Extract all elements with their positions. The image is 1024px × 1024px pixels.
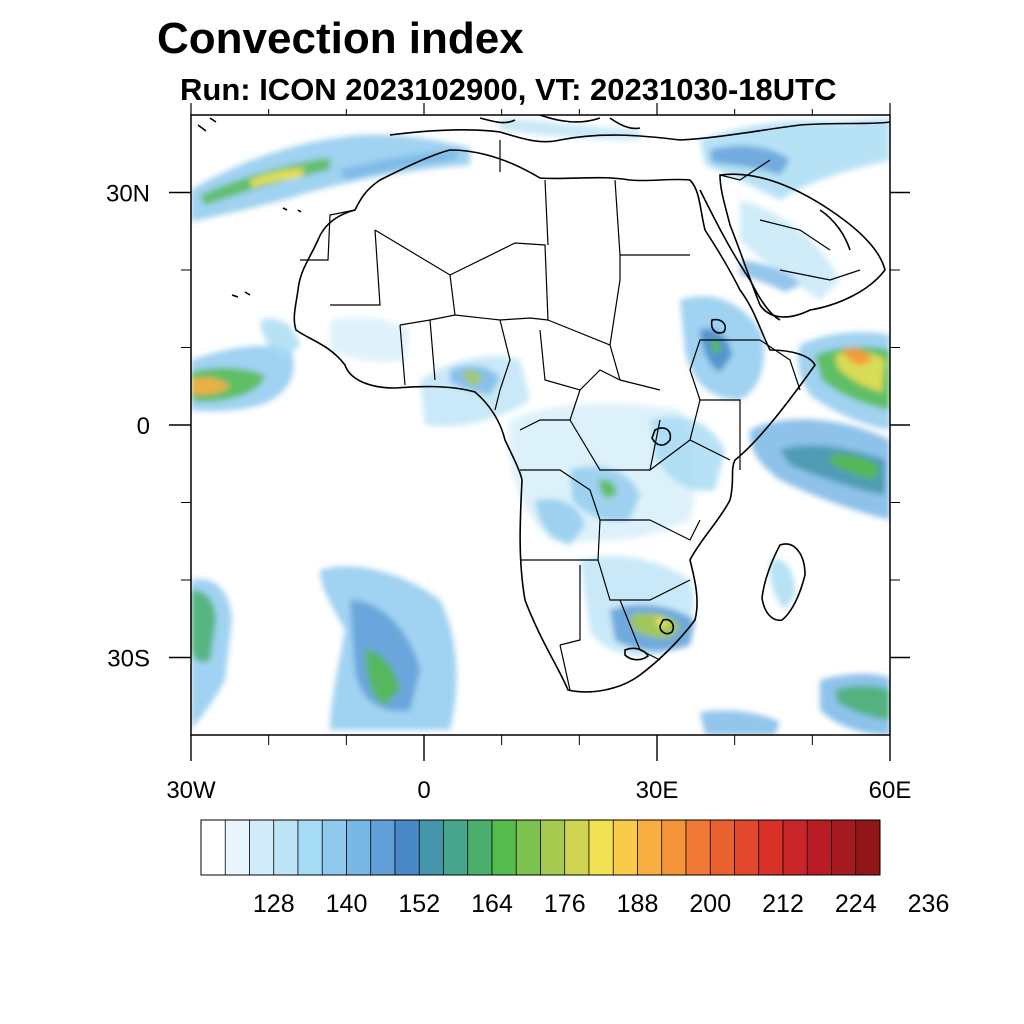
colorbar-label: 152 [398,890,440,918]
colorbar-swatch [443,819,469,876]
chart-title: Convection index [157,14,524,63]
colorbar-swatch [588,819,614,876]
colorbar-swatch [297,819,323,876]
convection-field [191,118,890,735]
colorbar-swatch [394,819,420,876]
colorbar-swatch [734,819,760,876]
colorbar-swatch [831,819,857,876]
colorbar-swatch [467,819,493,876]
colorbar-swatch [661,819,687,876]
x-tick-label: 60E [869,777,912,804]
y-tick-label: 0 [137,413,150,440]
colorbar-swatch [200,819,226,876]
colorbar-label: 164 [471,890,513,918]
x-tick-label: 0 [417,777,430,804]
colorbar-swatch [491,819,517,876]
x-axis: 30W 0 30E 60E [166,103,911,804]
colorbar-swatch [685,819,711,876]
colorbar-frame [200,819,881,876]
colorbar-swatch [346,819,372,876]
y-tick-label: 30S [107,646,150,673]
x-tick-label: 30E [636,777,679,804]
colorbar-swatch [224,819,250,876]
minor-ticks [181,109,900,745]
colorbar-swatch [540,819,566,876]
colorbar-label: 200 [689,890,731,918]
colorbar-label: 176 [544,890,586,918]
colorbar-swatch [806,819,832,876]
colorbar: 128 140 152 164 176 188 200 212 224 236 [200,819,950,918]
x-tick-label: 30W [166,777,216,804]
colorbar-label: 224 [835,890,877,918]
colorbar-swatch [273,819,299,876]
y-axis: 30N 0 30S [106,181,910,673]
country-borders [300,140,861,691]
colorbar-label: 140 [326,890,368,918]
colorbar-swatch [637,819,663,876]
colorbar-swatch [249,819,275,876]
colorbar-swatch [370,819,396,876]
colorbar-swatch [515,819,541,876]
colorbar-swatch [564,819,590,876]
colorbar-swatch [709,819,735,876]
colorbar-label: 236 [908,890,950,918]
colorbar-swatch [855,819,881,876]
colorbar-label: 188 [617,890,659,918]
colorbar-swatch [782,819,808,876]
colorbar-swatch [321,819,347,876]
coastlines [197,115,890,693]
colorbar-label: 128 [253,890,295,918]
colorbar-swatch [418,819,444,876]
colorbar-swatch [758,819,784,876]
colorbar-swatch [612,819,638,876]
y-tick-label: 30N [106,181,150,208]
colorbar-label: 212 [762,890,804,918]
chart-subtitle: Run: ICON 2023102900, VT: 20231030-18UTC [180,72,837,107]
